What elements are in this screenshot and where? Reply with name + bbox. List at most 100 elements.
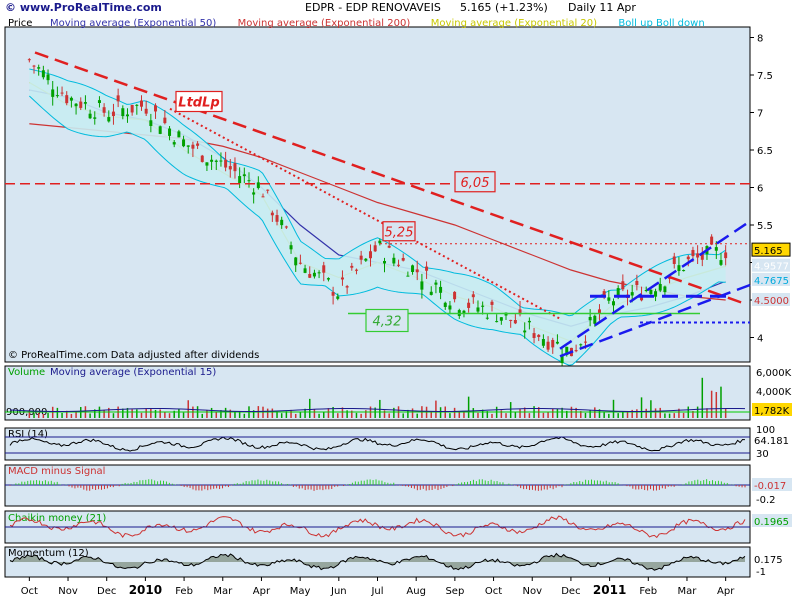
dotted-downtrend-line — [169, 107, 561, 320]
candle-body — [182, 139, 186, 147]
candle-body — [439, 286, 443, 293]
candle-body — [541, 339, 545, 346]
candle-body — [574, 350, 578, 352]
candle-body — [373, 245, 377, 252]
x-tick-label: Mar — [678, 586, 698, 597]
candle-body — [130, 104, 134, 113]
candle-body — [121, 108, 125, 117]
candle-body — [537, 334, 541, 338]
candle-body — [322, 265, 326, 273]
x-tick-label: Jun — [330, 586, 347, 597]
candle-body — [425, 266, 429, 271]
candle-body — [565, 346, 569, 355]
candle-body — [710, 236, 714, 245]
x-tick-label: Feb — [639, 586, 657, 597]
candle-body — [387, 245, 391, 248]
candle-body — [177, 131, 181, 138]
candle-body — [700, 253, 704, 260]
y-tick-label: 8 — [757, 34, 763, 45]
chaikin-value-tag: 0.1965 — [754, 517, 789, 528]
candle-body — [364, 258, 368, 261]
x-tick-label: Mar — [213, 586, 233, 597]
candle-body — [476, 307, 480, 312]
candle-body — [644, 290, 648, 292]
price-tag-label: 4.5000 — [754, 296, 789, 307]
price-tag-box — [752, 293, 790, 306]
chaikin-panel: Chaikin money (21) — [4, 510, 751, 544]
candle-body — [83, 102, 87, 104]
x-tick-label: Dec — [561, 586, 580, 597]
candle-body — [602, 291, 606, 298]
momentum-value-tag: 0.175 — [754, 555, 783, 566]
volume-value-tag: 1,782K — [754, 406, 790, 417]
candle-body — [677, 265, 681, 272]
candle-body — [654, 291, 658, 297]
price-tag-box — [752, 272, 790, 286]
price-tag-box — [751, 242, 791, 257]
candle-body — [724, 252, 728, 259]
candle-body — [485, 317, 489, 319]
candle-body — [270, 212, 274, 216]
candle-body — [415, 269, 419, 273]
candle-body — [308, 274, 312, 278]
x-tick-label: Dec — [97, 586, 116, 597]
annotation-label: 5,25 — [385, 225, 414, 240]
momentum-label: Momentum (12) — [8, 548, 89, 559]
candle-body — [303, 268, 307, 273]
candle-body — [471, 294, 475, 298]
candle-body — [331, 292, 335, 296]
candle-body — [691, 249, 695, 257]
candle-body — [672, 256, 676, 264]
candle-body — [523, 330, 527, 333]
x-tick-label: 2011 — [593, 583, 626, 597]
candle-body — [359, 255, 363, 260]
candle-body — [546, 341, 550, 350]
candle-body — [280, 219, 284, 226]
x-tick-label: Aug — [406, 586, 426, 597]
candle-body — [37, 67, 41, 69]
candle-body — [55, 95, 59, 97]
candle-body — [607, 297, 611, 301]
macd-value-tag: -0.017 — [754, 481, 786, 492]
candle-body — [219, 160, 223, 162]
candle-body — [102, 107, 106, 113]
candle-body — [462, 310, 466, 314]
legend-entry: Boll middle (20,2) — [728, 18, 800, 29]
candle-body — [527, 320, 531, 323]
candle-body — [93, 117, 97, 119]
legend-entry: Boll up Boll down — [618, 18, 704, 29]
candle-body — [340, 277, 344, 280]
rsi-label: RSI (14) — [8, 429, 48, 440]
candle-body — [434, 282, 438, 285]
candle-body — [60, 92, 64, 94]
candle-body — [79, 101, 83, 108]
volume-axis-label: 4,000K — [756, 387, 792, 398]
candle-body — [714, 247, 718, 251]
y-tick-label: 7.5 — [757, 71, 773, 82]
x-tick-label: Oct — [485, 586, 502, 597]
candle-body — [233, 163, 237, 172]
x-tick-label: May — [290, 586, 311, 597]
macd-label: MACD minus Signal — [8, 466, 105, 477]
x-tick-label: Oct — [21, 586, 38, 597]
candle-body — [32, 65, 36, 67]
annotation-box — [382, 221, 416, 242]
candle-body — [354, 269, 358, 271]
chaikin-line — [5, 515, 750, 539]
momentum-axis-bottom: -1 — [756, 567, 766, 578]
candle-body — [513, 320, 517, 324]
candle-body — [205, 162, 209, 166]
candle-body — [345, 286, 349, 288]
momentum-value-tag-box — [752, 552, 792, 565]
candle-body — [317, 272, 321, 274]
price-tags: 5.165 4.9577 4.7675 4.5000 — [751, 242, 791, 307]
candle-body — [499, 317, 503, 321]
y-tick-label: 6 — [757, 184, 763, 195]
candle-body — [429, 291, 433, 295]
annotation-box — [365, 308, 409, 333]
quote-value: 5.165 (+1.23%) — [460, 1, 548, 14]
candle-body — [686, 256, 690, 260]
candle-body — [238, 176, 242, 184]
candle-body — [196, 143, 200, 146]
